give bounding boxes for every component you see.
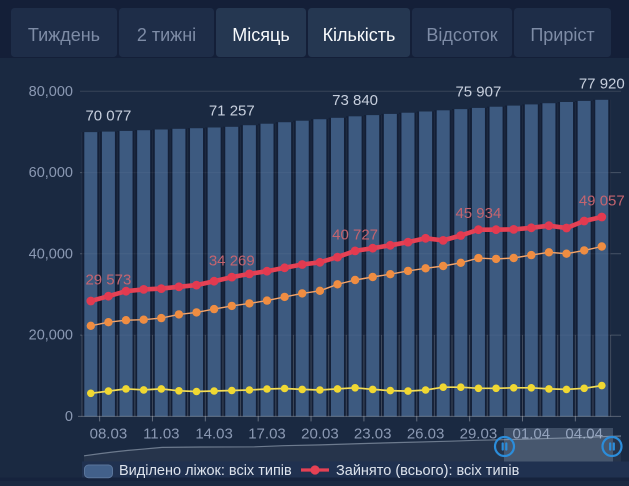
svg-text:29 573: 29 573 xyxy=(85,272,131,289)
svg-text:71 257: 71 257 xyxy=(209,103,255,120)
svg-text:45 934: 45 934 xyxy=(455,205,501,222)
svg-text:2 тижні: 2 тижні xyxy=(137,25,196,45)
svg-text:26.03: 26.03 xyxy=(407,426,445,443)
svg-text:0: 0 xyxy=(65,409,73,425)
svg-text:Виділено ліжок: всіх типів: Виділено ліжок: всіх типів xyxy=(119,463,292,479)
svg-text:70 077: 70 077 xyxy=(85,107,131,124)
svg-text:40 727: 40 727 xyxy=(332,226,378,243)
svg-text:Відсоток: Відсоток xyxy=(426,25,497,45)
svg-text:40,000: 40,000 xyxy=(29,246,73,262)
svg-text:Зайнято (всього): всіх типів: Зайнято (всього): всіх типів xyxy=(336,463,520,479)
svg-text:Місяць: Місяць xyxy=(232,25,289,45)
svg-text:73 840: 73 840 xyxy=(332,92,378,109)
svg-text:60,000: 60,000 xyxy=(29,165,73,181)
svg-text:Тиждень: Тиждень xyxy=(28,25,100,45)
svg-text:29.03: 29.03 xyxy=(460,426,498,443)
svg-text:34 269: 34 269 xyxy=(209,253,255,270)
svg-text:80,000: 80,000 xyxy=(29,84,73,100)
svg-text:49 057: 49 057 xyxy=(579,193,625,210)
svg-text:11.03: 11.03 xyxy=(143,426,179,443)
svg-text:Кількість: Кількість xyxy=(323,25,396,45)
svg-text:08.03: 08.03 xyxy=(90,426,128,443)
svg-text:14.03: 14.03 xyxy=(195,426,233,443)
svg-text:17.03: 17.03 xyxy=(248,426,286,443)
svg-text:04.04: 04.04 xyxy=(565,426,603,443)
svg-text:Приріст: Приріст xyxy=(530,25,594,45)
svg-text:77 920: 77 920 xyxy=(579,76,625,93)
svg-text:01.04: 01.04 xyxy=(513,426,551,443)
svg-text:75 907: 75 907 xyxy=(455,84,501,101)
svg-text:23.03: 23.03 xyxy=(354,426,392,443)
svg-text:20,000: 20,000 xyxy=(29,328,73,344)
svg-text:20.03: 20.03 xyxy=(301,426,339,443)
